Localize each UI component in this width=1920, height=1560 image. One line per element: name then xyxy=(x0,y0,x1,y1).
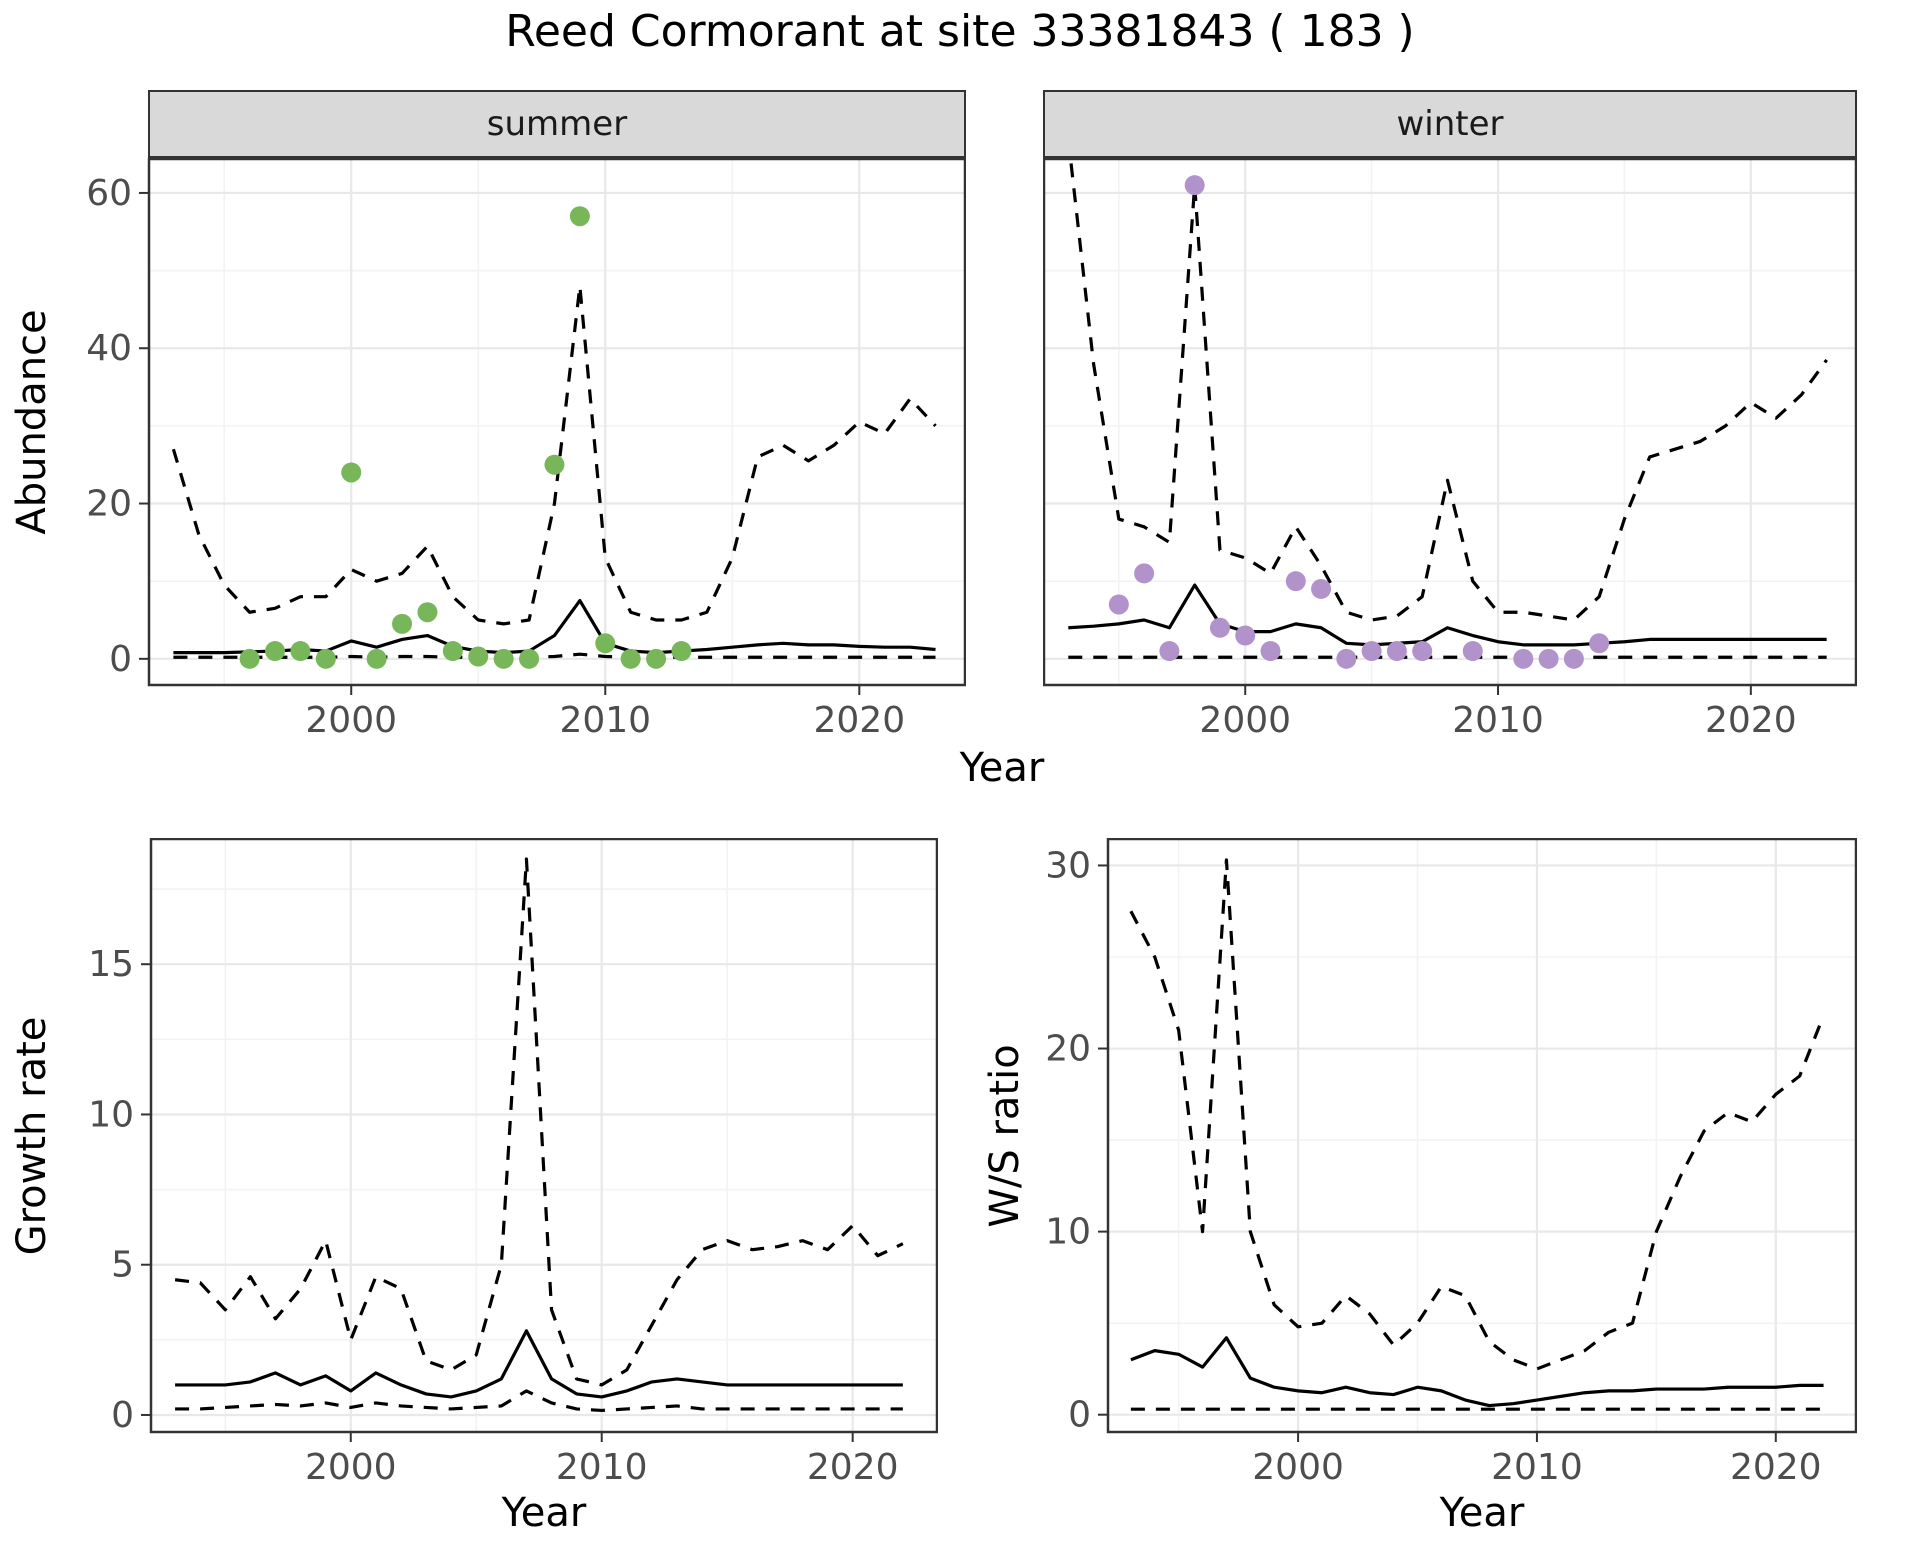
observed-point xyxy=(366,648,387,669)
y-tick-label: 10 xyxy=(1045,1212,1091,1253)
x-axis-label-year-ws: Year xyxy=(1439,1490,1525,1536)
observed-point xyxy=(1589,633,1610,654)
observed-point xyxy=(265,641,286,662)
observed-point xyxy=(646,648,667,669)
observed-point xyxy=(1209,617,1230,638)
facet-strip-summer: summer xyxy=(148,90,966,158)
observed-point xyxy=(1159,641,1180,662)
observed-point xyxy=(1108,594,1129,615)
axis-ticks: 2000 2010 2020 0 20 40 60 xyxy=(86,173,905,741)
y-tick-label: 15 xyxy=(88,944,134,985)
y-tick-label: 0 xyxy=(1068,1395,1091,1436)
panel-background xyxy=(1107,838,1857,1433)
observed-point xyxy=(468,646,489,667)
chart-ws-ratio: 2000 2010 2020 0 10 20 30 xyxy=(1045,838,1857,1488)
observed-point xyxy=(671,641,692,662)
observed-point xyxy=(1311,578,1332,599)
y-tick-label: 20 xyxy=(86,484,132,525)
grid-layer xyxy=(150,838,938,1433)
observed-point xyxy=(1386,641,1407,662)
observed-point xyxy=(595,633,616,654)
x-tick-label: 2020 xyxy=(1705,700,1797,741)
y-tick-label: 10 xyxy=(88,1094,134,1135)
x-tick-label: 2000 xyxy=(305,700,397,741)
series-layer xyxy=(174,857,904,1413)
figure-title: Reed Cormorant at site 33381843 ( 183 ) xyxy=(505,6,1415,57)
panel-background xyxy=(150,838,938,1433)
observed-point xyxy=(544,454,565,475)
observed-point xyxy=(1184,175,1205,196)
panel-border xyxy=(147,158,966,687)
panel-background xyxy=(148,158,966,686)
y-tick-label: 40 xyxy=(86,328,132,369)
x-tick-label: 2010 xyxy=(559,700,651,741)
x-tick-label: 2010 xyxy=(1452,700,1544,741)
facet-strip-winter: winter xyxy=(1043,90,1857,158)
observed-point xyxy=(1361,641,1382,662)
series-upper_ci xyxy=(1068,158,1828,622)
observed-point xyxy=(1538,648,1559,669)
observed-point xyxy=(341,462,362,483)
observed-point xyxy=(1134,563,1155,584)
series-median xyxy=(175,1329,903,1399)
panel-border xyxy=(149,838,938,1434)
x-axis-label-year-top: Year xyxy=(959,745,1045,791)
x-tick-label: 2000 xyxy=(1199,700,1291,741)
observed-point xyxy=(1336,648,1357,669)
observed-point xyxy=(417,602,438,623)
observed-point xyxy=(315,648,336,669)
points-layer xyxy=(239,206,692,669)
observed-point xyxy=(1412,641,1433,662)
series-layer xyxy=(1129,858,1826,1411)
axis-ticks: 2000 2010 2020 0 10 20 30 xyxy=(1045,845,1821,1488)
series-layer xyxy=(1068,158,1828,669)
y-tick-label: 0 xyxy=(111,1395,134,1436)
panel-border xyxy=(1106,838,1857,1434)
points-layer xyxy=(1108,175,1610,669)
x-tick-label: 2020 xyxy=(1730,1447,1822,1488)
grid-layer xyxy=(1107,838,1857,1433)
observed-point xyxy=(442,641,463,662)
y-tick-label: 20 xyxy=(1045,1029,1091,1070)
panel-border xyxy=(1043,158,1857,687)
chart-growth-rate: 2000 2010 2020 0 5 10 15 xyxy=(88,838,938,1488)
x-tick-label: 2020 xyxy=(807,1447,899,1488)
x-tick-label: 2000 xyxy=(305,1447,397,1488)
y-tick-label: 30 xyxy=(1045,845,1091,886)
observed-point xyxy=(493,648,514,669)
observed-point xyxy=(392,613,413,634)
observed-point xyxy=(1260,641,1281,662)
observed-point xyxy=(519,648,540,669)
observed-point xyxy=(569,206,590,227)
x-tick-label: 2010 xyxy=(1491,1447,1583,1488)
observed-point xyxy=(620,648,641,669)
x-tick-label: 2000 xyxy=(1252,1447,1344,1488)
panel-background xyxy=(1043,158,1857,686)
series-median xyxy=(1130,1336,1824,1408)
series-upper_ci xyxy=(174,857,904,1387)
x-tick-label: 2020 xyxy=(813,700,905,741)
observed-point xyxy=(1462,641,1483,662)
chart-abundance-summer: 2000 2010 2020 0 20 40 60 xyxy=(86,158,966,741)
observed-point xyxy=(1513,648,1534,669)
observed-point xyxy=(1235,625,1256,646)
axis-ticks: 2000 2010 2020 xyxy=(1199,686,1797,741)
facet-strip-summer-label: summer xyxy=(486,104,628,144)
observed-point xyxy=(290,641,311,662)
y-tick-label: 60 xyxy=(86,173,132,214)
observed-point xyxy=(1563,648,1584,669)
axis-ticks: 2000 2010 2020 0 5 10 15 xyxy=(88,944,898,1488)
series-median xyxy=(1068,583,1827,647)
facet-strip-winter-label: winter xyxy=(1396,104,1504,144)
y-tick-label: 5 xyxy=(111,1245,134,1286)
y-tick-label: 0 xyxy=(109,639,132,680)
series-upper_ci xyxy=(171,284,937,626)
x-axis-label-year-growth: Year xyxy=(501,1490,587,1536)
chart-abundance-winter: 2000 2010 2020 xyxy=(1043,158,1857,741)
series-layer xyxy=(171,206,937,669)
observed-point xyxy=(239,648,260,669)
x-tick-label: 2010 xyxy=(556,1447,648,1488)
observed-point xyxy=(1285,571,1306,592)
